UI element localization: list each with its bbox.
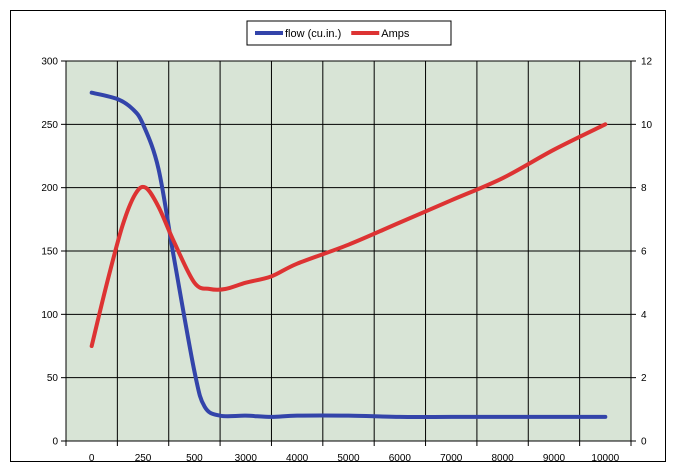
tick-label-left: 300 — [41, 57, 58, 68]
x-tick-label: 5000 — [337, 453, 360, 463]
grid-lines — [66, 61, 631, 441]
legend-label-flow-cu-in: flow (cu.in.) — [285, 28, 341, 40]
tick-label-left: 200 — [41, 183, 58, 194]
series-lines — [89, 90, 608, 420]
legend-label-amps: Amps — [381, 28, 410, 40]
tick-label-right: 6 — [641, 247, 647, 258]
x-tick-label: 7000 — [440, 453, 463, 463]
series-line-amps — [89, 122, 608, 348]
x-tick-label: 3000 — [235, 453, 258, 463]
tick-label-left: 250 — [41, 120, 58, 131]
x-tick-label: 250 — [135, 453, 152, 463]
tick-label-right: 8 — [641, 183, 647, 194]
x-tick-label: 4000 — [286, 453, 309, 463]
tick-label-left: 50 — [47, 373, 59, 384]
x-tick-label: 10000 — [591, 453, 619, 463]
series-line-flow-cu-in — [89, 90, 608, 420]
tick-label-left: 0 — [52, 437, 58, 448]
tick-label-right: 4 — [641, 310, 647, 321]
x-tick-label: 9000 — [543, 453, 566, 463]
tick-label-left: 150 — [41, 247, 58, 258]
legend: flow (cu.in.) Amps — [246, 20, 452, 46]
x-tick-label: 6000 — [389, 453, 412, 463]
x-tick-label: 0 — [89, 453, 95, 463]
tick-label-right: 2 — [641, 373, 647, 384]
chart-frame: 0 50 100 150 200 250 300 0 2 4 6 8 10 12 0 250 500 3000 40… — [10, 10, 666, 464]
x-tick-label: 500 — [186, 453, 203, 463]
tick-label-left: 100 — [41, 310, 58, 321]
tick-label-right: 10 — [641, 120, 653, 131]
x-tick-label: 8000 — [491, 453, 514, 463]
tick-label-right: 12 — [641, 57, 653, 68]
tick-label-right: 0 — [641, 437, 647, 448]
